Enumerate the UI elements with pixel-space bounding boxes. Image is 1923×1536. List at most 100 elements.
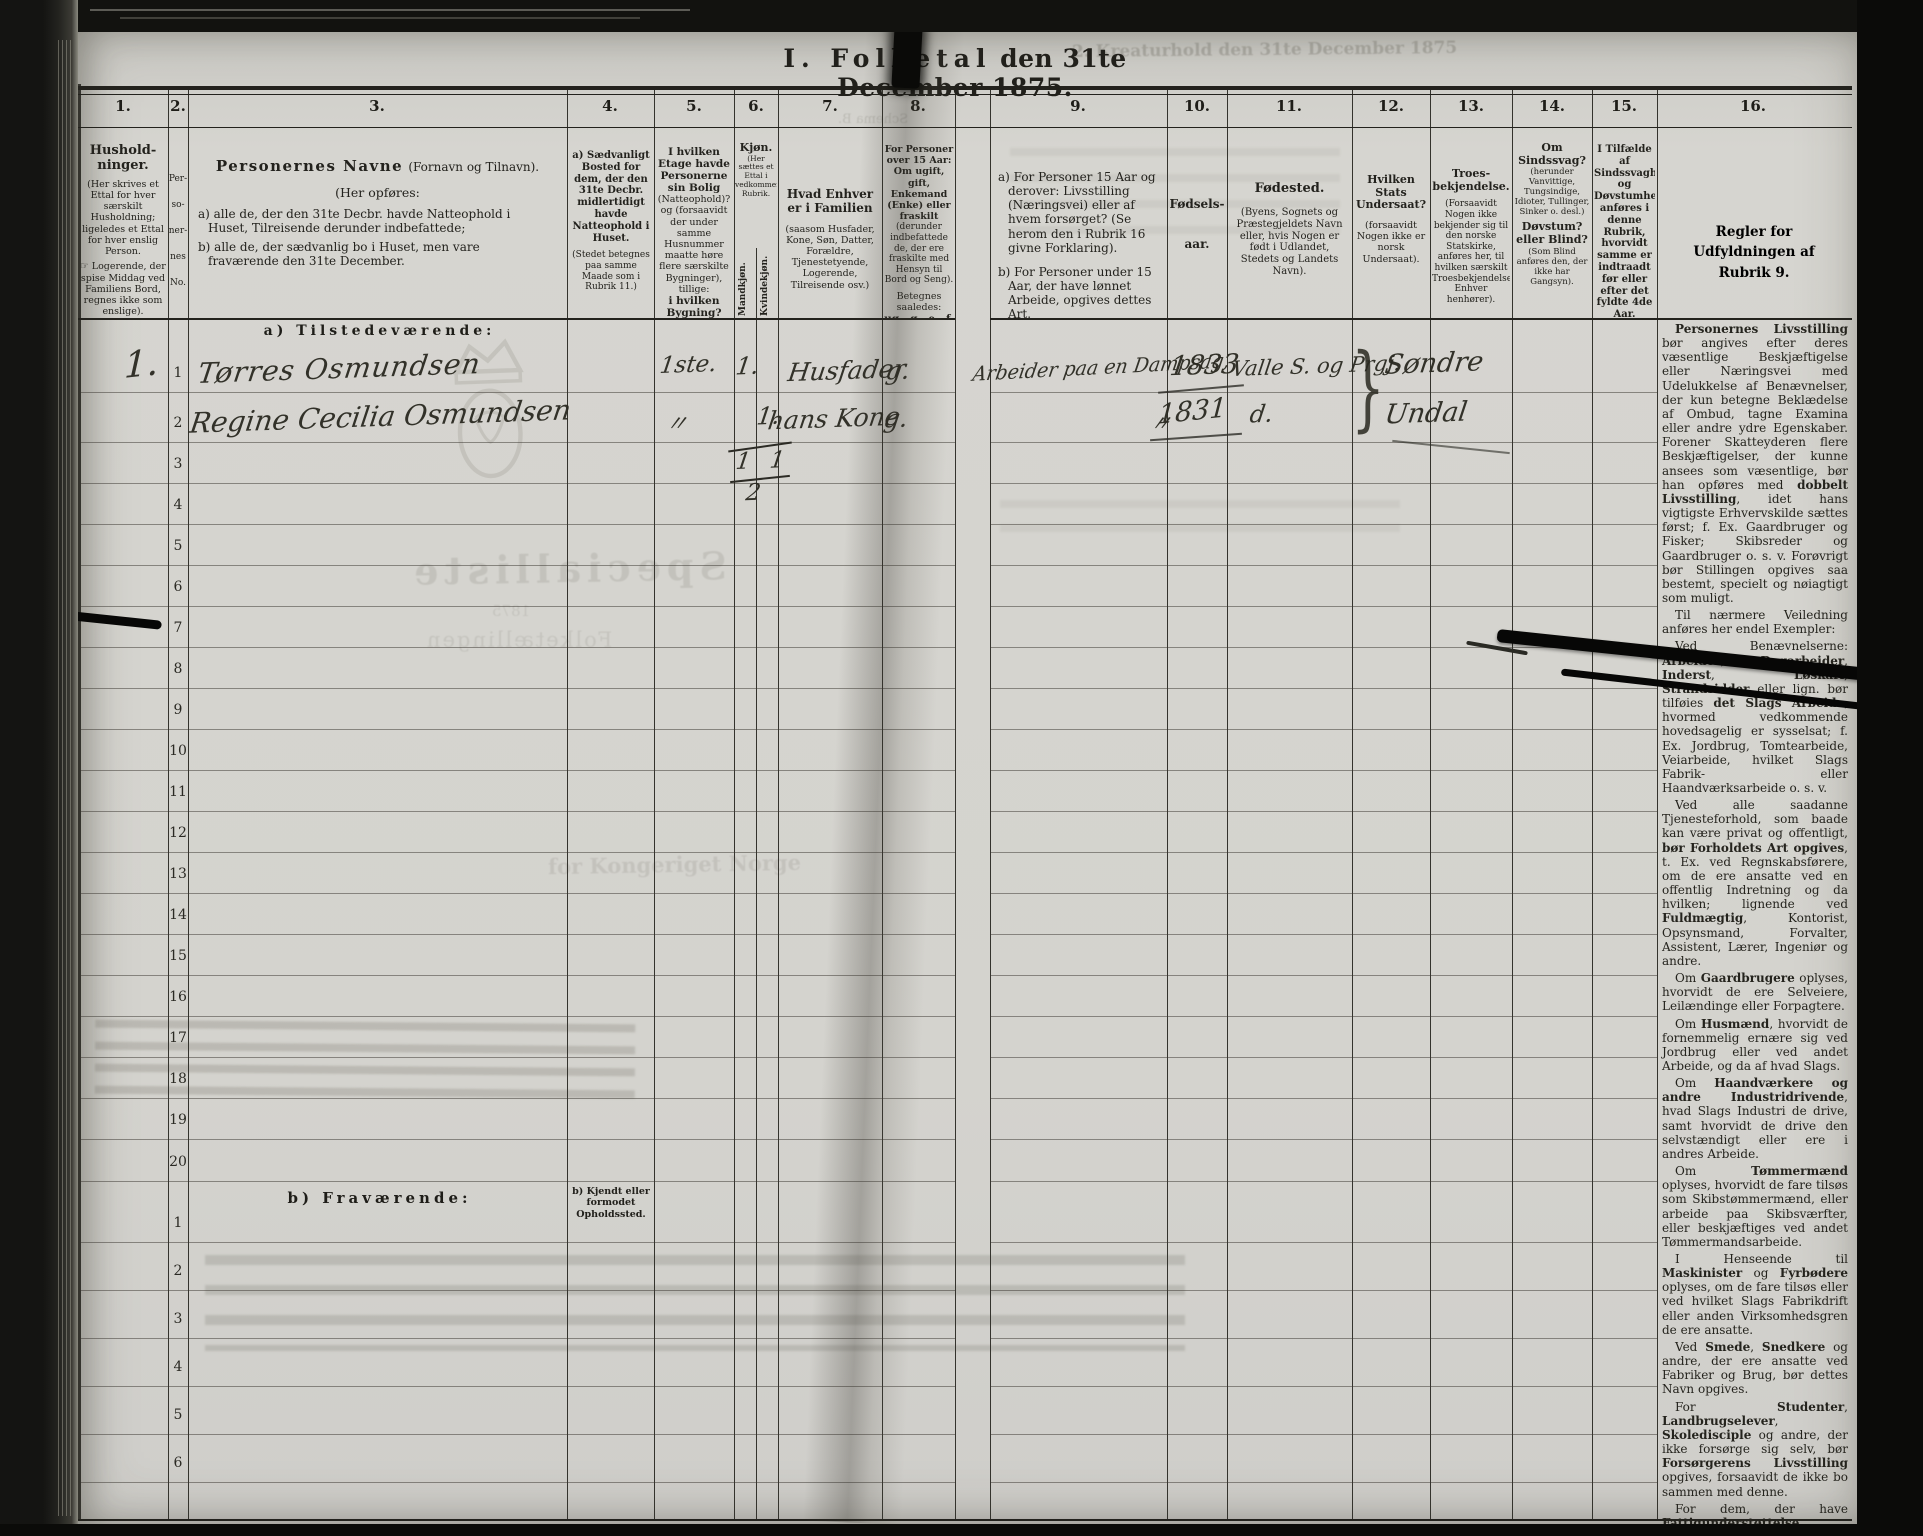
grid-row-line xyxy=(990,1434,1657,1435)
col11-note: (Byens, Sognets og Præstegjeldets Navn e… xyxy=(1236,206,1343,277)
column-header-husholdninger: Hushold- ninger. (Her skrives et Ettal f… xyxy=(80,130,166,318)
rules-paragraph: Personernes Livsstilling bør angives eft… xyxy=(1662,322,1848,605)
hw-status-row1: g. xyxy=(883,355,912,386)
grid-row-line xyxy=(80,1482,955,1483)
grid-vline xyxy=(990,88,991,1519)
rules-paragraph: I Henseende til Maskinister og Fyrbødere… xyxy=(1662,1252,1848,1337)
grid-vline xyxy=(1167,88,1168,1519)
grid-row-line xyxy=(80,1139,955,1140)
ghost-text-block xyxy=(1000,500,1400,544)
col8-main: For Personer over 15 Aar: Om ugift, gift… xyxy=(884,144,954,223)
paper-sheet xyxy=(78,30,1857,1524)
col1-note2: ☞ Logerende, der spise Middag ved Famili… xyxy=(80,261,166,318)
column-header-bosted: a) Sædvanligt Bosted for dem, der den 31… xyxy=(569,130,653,318)
grid-row-line xyxy=(990,1181,1657,1182)
grid-row-line xyxy=(990,975,1657,976)
section-a-label: a) Tilstedeværende: xyxy=(263,323,496,339)
col1-title-line1: Hushold- xyxy=(89,143,157,158)
column-number: 14. xyxy=(1538,97,1566,115)
column-number: 1. xyxy=(115,97,131,115)
grid-vline xyxy=(1592,88,1593,1519)
grid-row-line xyxy=(80,392,955,393)
grid-row-line xyxy=(80,442,955,443)
grid-row-line xyxy=(80,729,955,730)
row-number-a: 20 xyxy=(169,1154,187,1170)
grid-row-line xyxy=(80,483,955,484)
column-number: 2. xyxy=(170,97,186,115)
grid-row-line xyxy=(80,975,955,976)
page-title-left: I. Folketal xyxy=(783,44,992,73)
rules-paragraph: Ved alle saadanne Tjenesteforhold, som b… xyxy=(1662,798,1848,968)
grid-row-line xyxy=(990,524,1657,525)
col7-note: (saasom Husfader, Kone, Søn, Datter, For… xyxy=(785,223,875,291)
grid-hline xyxy=(78,127,1852,128)
grid-row-line xyxy=(80,688,955,689)
col3-item-a: a) alle de, der den 31te Decbr. havde Na… xyxy=(198,207,511,236)
grid-row-line xyxy=(80,1290,955,1291)
grid-vline xyxy=(78,84,81,1521)
rules-paragraph: Om Gaardbrugere oplyses, hvorvidt de ere… xyxy=(1662,971,1848,1014)
rules-paragraph: Om Tømmermænd oplyses, hvorvidt de fare … xyxy=(1662,1164,1848,1249)
hw-male-tick-row1: 1. xyxy=(734,351,761,381)
row-number-a: 9 xyxy=(173,702,183,718)
grid-row-line xyxy=(80,852,955,853)
grid-row-line xyxy=(990,1386,1657,1387)
crown-watermark xyxy=(452,338,524,479)
col3-subtitle: (Fornavn og Tilnavn). xyxy=(408,160,540,174)
col8-legend: Betegnes saaledes: xyxy=(896,291,942,314)
row-number-a: 5 xyxy=(173,538,183,554)
hw-floor-row2: 〃 xyxy=(663,411,690,438)
column-number: 5. xyxy=(686,97,702,115)
ghost-text-block xyxy=(205,1255,1185,1351)
column-number: 12. xyxy=(1377,97,1405,115)
column-number: 11. xyxy=(1275,97,1303,115)
row-number-b: 6 xyxy=(173,1455,183,1471)
row-number-b: 3 xyxy=(173,1311,183,1327)
col6-kvindekjoen-label: Kvindekjøn. xyxy=(760,255,770,316)
row-number-a: 1 xyxy=(173,365,183,381)
column-header-personernes-no: Per- so- ner- nes No. xyxy=(167,130,189,354)
grid-row-line xyxy=(990,606,1657,607)
col2-seg: No. xyxy=(170,278,186,288)
col8-codes: ug., g., e., f. xyxy=(884,313,954,318)
grid-vline xyxy=(1657,88,1658,1519)
column-number: 6. xyxy=(748,97,764,115)
rules-paragraph: Til nærmere Veiledning anføres her endel… xyxy=(1662,608,1848,637)
hw-birthplace-shared-line2: Undal xyxy=(1382,396,1470,431)
section-b-residence-note: b) Kjendt eller formodet Opholdssted. xyxy=(572,1186,650,1220)
column-number: 16. xyxy=(1739,97,1767,115)
col4-main: a) Sædvanligt Bosted for dem, der den 31… xyxy=(572,150,650,244)
col8-note: (derunder indbefattede de, der ere frask… xyxy=(884,222,954,286)
row-number-a: 8 xyxy=(173,661,183,677)
grid-row-line xyxy=(990,1290,1657,1291)
column-header-civilstand: For Personer over 15 Aar: Om ugift, gift… xyxy=(884,130,954,318)
col1-title-line2: ninger. xyxy=(97,157,149,173)
grid-vline xyxy=(1430,88,1431,1519)
grid-row-line xyxy=(80,1181,955,1182)
grid-row-line xyxy=(990,729,1657,730)
grid-vline xyxy=(1227,88,1228,1519)
col10-line2: aar. xyxy=(1184,236,1210,251)
row-number-a: 15 xyxy=(169,948,187,964)
grid-vline xyxy=(1352,88,1353,1519)
col2-seg: so- xyxy=(171,200,185,210)
col3-item-b: b) alle de, der sædvanlig bo i Huset, me… xyxy=(198,239,480,268)
grid-row-line xyxy=(990,1338,1657,1339)
col13-note: (Forsaavidt Nogen ikke bekjender sig til… xyxy=(1432,199,1510,305)
row-number-a: 2 xyxy=(173,415,183,431)
col15-main: I Tilfælde af Sindssvaghed og Døvstumhed… xyxy=(1594,144,1655,318)
column-number: 9. xyxy=(1070,97,1086,115)
grid-row-line xyxy=(990,647,1657,648)
column-number: 7. xyxy=(822,97,838,115)
grid-row-line xyxy=(990,1016,1657,1017)
col5-bold2: i hvilken Bygning? xyxy=(666,295,722,318)
grid-hline xyxy=(990,318,1852,320)
row-number-a: 18 xyxy=(169,1071,187,1087)
ghost-folketaellingen: Folketællingen xyxy=(425,628,613,652)
col2-seg: nes xyxy=(170,252,186,262)
row-number-a: 12 xyxy=(169,825,187,841)
grid-row-line xyxy=(80,1434,955,1435)
col6-note: (Her sættes et Ettal i vedkommende Rubri… xyxy=(735,153,777,199)
grid-row-line xyxy=(990,770,1657,771)
